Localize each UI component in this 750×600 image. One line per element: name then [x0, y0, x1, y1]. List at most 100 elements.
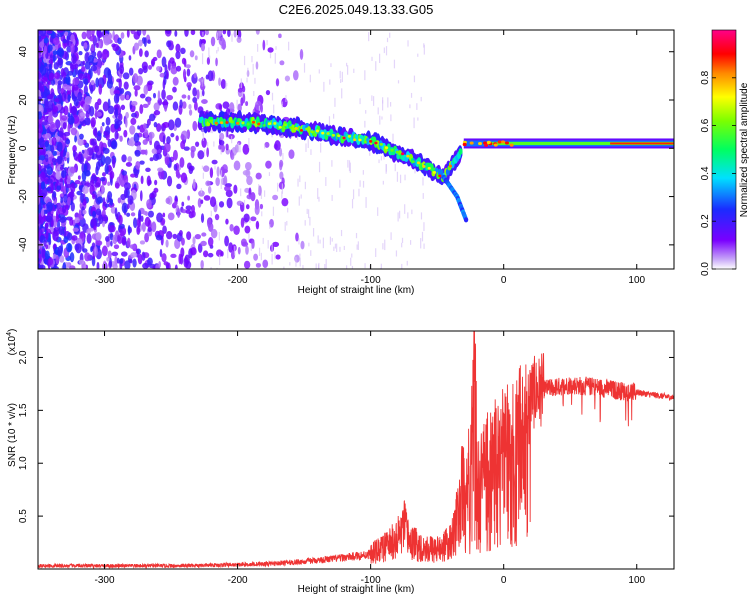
noise-blob [60, 196, 64, 204]
noise-blob [243, 260, 251, 269]
noise-streak [382, 243, 384, 250]
noise-blob [161, 101, 169, 106]
colorbar: 0.0 0.2 0.4 0.6 0.8 Normalized spectral ampl… [700, 29, 750, 276]
noise-blob [105, 116, 111, 126]
noise-blob [148, 64, 152, 70]
noise-blob [137, 253, 143, 265]
noise-blob [173, 201, 178, 206]
ridge-peak [321, 131, 325, 135]
noise-blob [90, 30, 96, 35]
noise-streak [208, 47, 210, 57]
y-tick-label: 2.0 [18, 350, 29, 364]
noise-blob [227, 30, 231, 38]
noise-streak [379, 53, 381, 63]
noise-streak [389, 32, 391, 38]
ridge-peak [241, 121, 245, 125]
noise-blob [67, 70, 74, 76]
noise-blob [107, 191, 113, 200]
noise-blob [95, 240, 103, 246]
noise-streak [423, 243, 425, 249]
noise-blob [43, 37, 49, 44]
noise-streak [272, 206, 275, 216]
noise-blob [284, 75, 291, 82]
noise-streak [420, 212, 423, 220]
ridge-peak [337, 134, 341, 138]
noise-blob [300, 240, 305, 250]
noise-streak [249, 219, 251, 224]
snr-y-ticks: 0.5 1.0 1.5 2.0 [18, 350, 674, 523]
noise-blob [79, 133, 84, 140]
noise-blob [69, 265, 76, 269]
noise-blob [118, 78, 122, 90]
noise-blob [105, 235, 110, 242]
noise-blob [101, 155, 106, 166]
noise-blob [255, 30, 260, 35]
ridge-peak [390, 148, 394, 152]
noise-blob [149, 157, 154, 162]
noise-blob [134, 89, 138, 97]
noise-blob [147, 257, 153, 266]
noise-streak [310, 149, 312, 155]
noise-blob [38, 58, 41, 70]
noise-streak [331, 160, 333, 167]
noise-blob [181, 209, 187, 214]
noise-streak [401, 237, 404, 243]
noise-streak [213, 141, 215, 147]
noise-blob [246, 194, 253, 200]
noise-blob [49, 225, 55, 233]
noise-blob [67, 115, 75, 125]
spectrogram-y-ticks: -40 -20 0 20 40 [18, 46, 674, 252]
noise-blob [90, 84, 94, 94]
ridge-peak [246, 122, 250, 126]
noise-blob [133, 132, 140, 143]
noise-blob [192, 120, 198, 132]
noise-blob [83, 264, 87, 269]
noise-blob [128, 55, 132, 61]
noise-streak [295, 257, 297, 267]
noise-blob [94, 182, 101, 188]
noise-blob [42, 204, 46, 209]
noise-streak [210, 210, 212, 217]
band-spot [497, 140, 502, 144]
noise-blob [281, 177, 285, 186]
noise-blob [56, 141, 63, 153]
noise-streak [407, 40, 409, 47]
noise-blob [156, 66, 162, 72]
noise-streak [401, 263, 403, 269]
noise-blob [143, 37, 147, 48]
noise-blob [156, 123, 162, 132]
noise-blob [51, 157, 57, 163]
noise-blob [57, 245, 63, 257]
noise-blob [55, 171, 62, 180]
noise-blob [47, 100, 54, 112]
noise-blob [113, 93, 120, 104]
noise-blob [59, 127, 64, 139]
noise-blob [214, 213, 220, 221]
noise-blob [262, 259, 269, 269]
noise-streak [282, 153, 284, 160]
noise-blob [218, 36, 225, 46]
noise-blob [189, 50, 195, 58]
noise-blob [113, 89, 120, 96]
noise-streak [352, 189, 355, 200]
noise-blob [122, 72, 130, 80]
noise-blob [152, 92, 157, 99]
noise-blob [129, 244, 136, 250]
noise-streak [261, 211, 263, 217]
noise-blob [83, 78, 89, 86]
noise-blob [219, 132, 225, 141]
noise-streak [240, 188, 242, 197]
noise-streak [345, 62, 348, 67]
ridge-core [458, 148, 463, 155]
noise-streak [267, 240, 269, 249]
ridge-peak [235, 121, 240, 125]
ridge-core [429, 163, 434, 172]
noise-blob [55, 255, 60, 265]
noise-blob [90, 138, 97, 146]
noise-blob [113, 244, 120, 250]
noise-streak [250, 244, 252, 251]
noise-streak [200, 187, 203, 194]
noise-blob [240, 217, 245, 228]
noise-blob [162, 121, 170, 129]
